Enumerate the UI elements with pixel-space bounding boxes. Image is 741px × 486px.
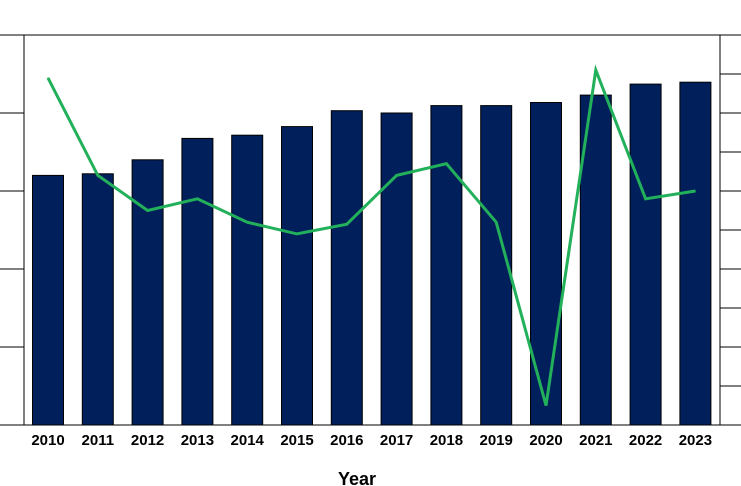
bar-2022 [629, 83, 662, 426]
line-series [46, 64, 696, 406]
x-tick-label-2016: 2016 [330, 432, 363, 449]
bar-2020 [530, 102, 562, 426]
bars-layer [32, 81, 712, 426]
axes-layer [0, 34, 741, 426]
line-point-2015 [296, 233, 298, 235]
x-tick-label-2021: 2021 [579, 432, 612, 449]
bar-2013 [181, 137, 214, 426]
line-point-2017 [396, 174, 398, 176]
bar-2011 [81, 173, 114, 426]
x-tick-label-2013: 2013 [181, 432, 214, 449]
x-tick-label-2017: 2017 [380, 432, 413, 449]
x-tick-label-2012: 2012 [131, 432, 164, 449]
bar-2017 [380, 112, 413, 426]
line-point-2010 [47, 77, 49, 79]
x-tick-label-2014: 2014 [231, 432, 265, 449]
line-point-2019 [495, 221, 497, 223]
bar-2021 [579, 94, 612, 426]
bar-2018 [430, 105, 463, 426]
line-point-2013 [196, 198, 198, 200]
bar-2016 [330, 110, 363, 426]
line-point-2018 [445, 163, 447, 165]
x-tick-label-2018: 2018 [430, 432, 463, 449]
line-layer [46, 64, 696, 406]
line-point-2023 [694, 190, 696, 192]
bar-2023 [679, 81, 712, 426]
line-point-2020 [545, 405, 547, 406]
x-tick-label-2022: 2022 [629, 432, 662, 449]
line-point-2021 [595, 69, 597, 71]
line-point-2011 [97, 174, 99, 176]
bar-2015 [281, 126, 313, 426]
x-tick-label-2010: 2010 [31, 432, 64, 449]
x-tick-label-2023: 2023 [679, 432, 712, 449]
x-tick-label-2015: 2015 [280, 432, 313, 449]
x-tick-label-2011: 2011 [82, 432, 115, 449]
x-tick-label-2020: 2020 [529, 432, 562, 449]
bar-2010 [32, 174, 64, 426]
bar-2014 [231, 134, 264, 426]
line-point-2012 [147, 210, 149, 211]
line-point-2016 [346, 223, 348, 225]
line-point-2022 [645, 198, 647, 200]
x-axis-title: Year [338, 469, 376, 486]
line-point-2014 [246, 221, 248, 223]
bar-2012 [131, 159, 164, 426]
x-tick-label-2019: 2019 [480, 432, 513, 449]
labels-layer: 2010 2011 2012 2013 2014 2015 2016 2017 2018 2019… [31, 432, 712, 449]
